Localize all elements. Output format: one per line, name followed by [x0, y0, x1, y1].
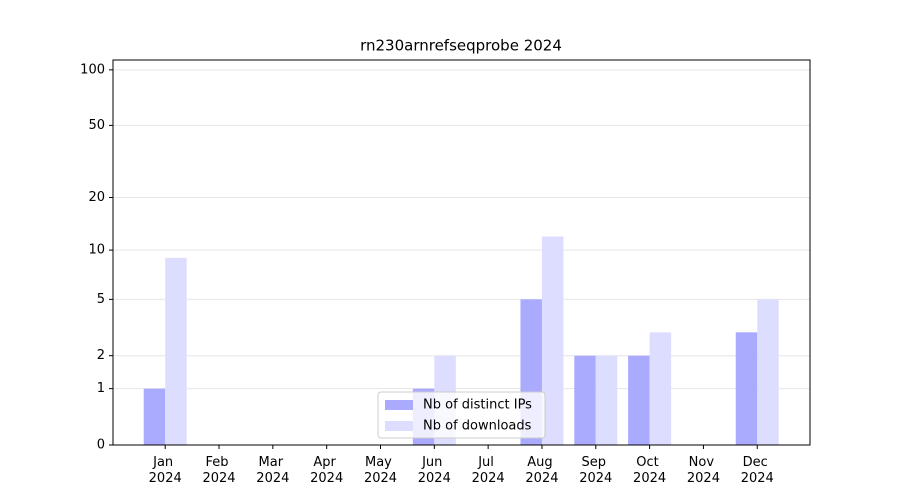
y-tick-label: 0	[97, 438, 105, 453]
legend: Nb of distinct IPs Nb of downloads	[377, 391, 546, 439]
x-tick-label: Dec 2024	[741, 455, 774, 486]
x-tick-label: Jan 2024	[149, 455, 182, 486]
bar	[595, 355, 618, 445]
y-tick-label: 10	[88, 243, 105, 258]
y-tick-label: 5	[97, 292, 105, 307]
x-tick-label: Feb 2024	[202, 455, 235, 486]
y-tick-label: 100	[80, 62, 105, 77]
legend-label: Nb of distinct IPs	[423, 398, 532, 413]
y-tick-label: 2	[97, 348, 105, 363]
chart-title: rn230arnrefseqprobe 2024	[360, 37, 562, 55]
x-tick-label: Jun 2024	[418, 455, 451, 486]
y-tick-label: 20	[88, 190, 105, 205]
bar	[541, 236, 564, 445]
x-tick-label: Nov 2024	[687, 455, 720, 486]
x-tick-label: Apr 2024	[310, 455, 343, 486]
legend-swatch	[385, 421, 413, 431]
bar	[735, 332, 758, 445]
legend-swatch	[385, 400, 413, 410]
bar	[649, 332, 672, 445]
axes: 0 1 2 5 10 20 50 100 Jan 2024 Feb 2024 Mar 2024 Apr…	[80, 62, 774, 486]
x-tick-label: Aug 2024	[525, 455, 558, 486]
bar	[574, 355, 596, 445]
bar	[628, 355, 650, 445]
x-tick-label: May 2024	[364, 455, 397, 486]
x-tick-label: Jul 2024	[472, 455, 505, 486]
y-tick-label: 50	[88, 118, 105, 133]
bar	[757, 299, 779, 445]
x-tick-label: Mar 2024	[256, 455, 289, 486]
legend-label: Nb of downloads	[423, 419, 532, 434]
plot-frame	[112, 59, 811, 446]
y-tick-label: 1	[97, 381, 105, 396]
x-tick-label: Sep 2024	[579, 455, 612, 486]
bar	[165, 257, 187, 445]
legend-box	[377, 391, 546, 439]
bar	[143, 388, 166, 445]
x-tick-label: Oct 2024	[633, 455, 666, 486]
